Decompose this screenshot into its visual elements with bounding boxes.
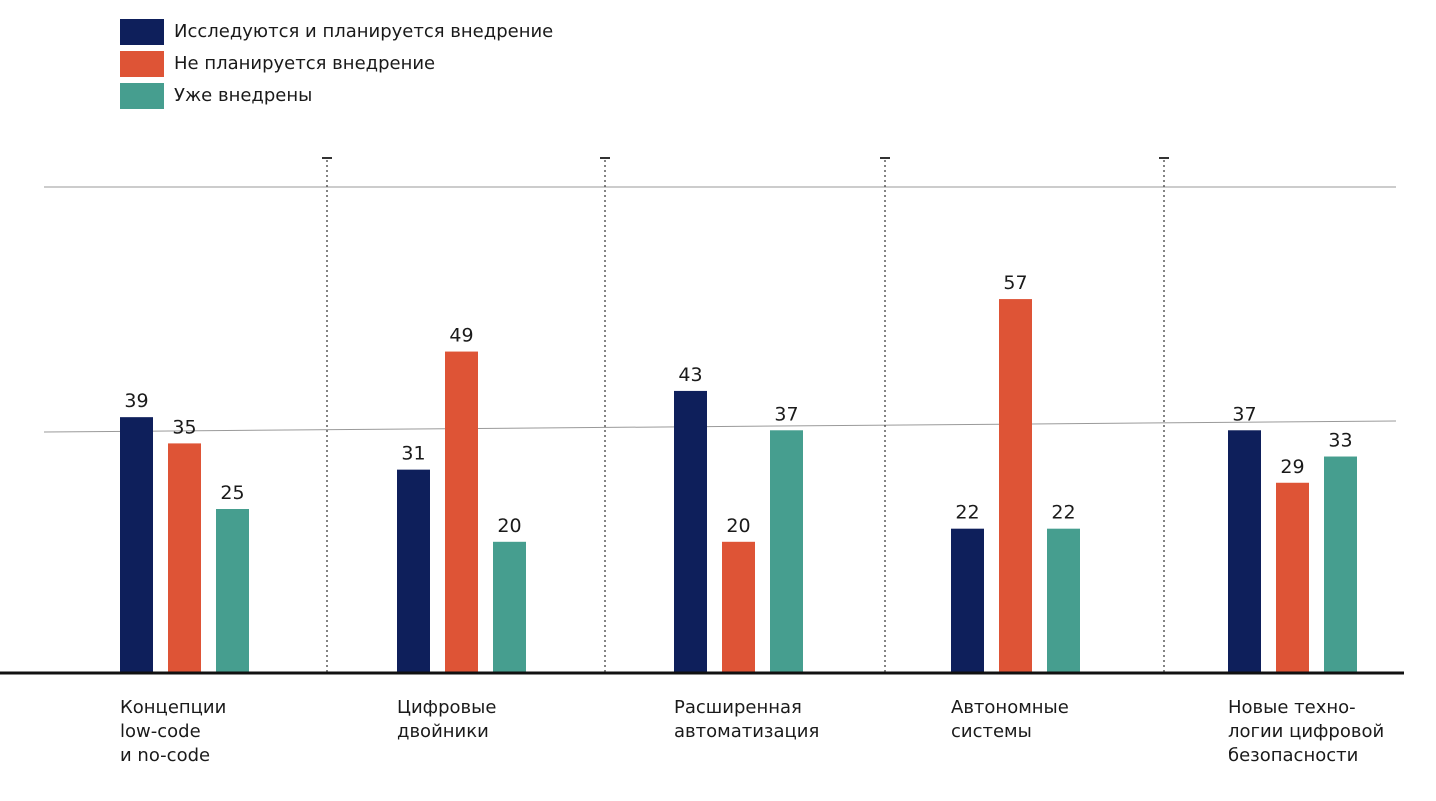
value-label: 29 (1280, 456, 1304, 478)
category-label: Новые техно- логии цифровой безопасности (1228, 697, 1385, 766)
legend-item: Исследуются и планируется внедрение (120, 16, 553, 48)
bar (168, 443, 201, 673)
bar (1047, 528, 1080, 673)
value-label: 39 (124, 390, 148, 412)
bar (951, 528, 984, 673)
bar (999, 299, 1032, 673)
value-label: 57 (1003, 272, 1027, 294)
bar (1324, 456, 1357, 673)
bar (770, 430, 803, 673)
legend-swatch-series-1 (120, 19, 164, 45)
category-separators (322, 157, 1169, 673)
legend: Исследуются и планируется внедрение Не п… (120, 16, 553, 112)
legend-label-series-1: Исследуются и планируется внедрение (174, 21, 554, 42)
bars (120, 299, 1357, 673)
legend-swatch-series-2 (120, 51, 164, 77)
value-label: 49 (449, 325, 473, 347)
value-label: 37 (774, 403, 798, 425)
value-labels: 39 35 25 31 49 20 43 20 37 22 57 22 37 29 33 (124, 272, 1352, 537)
bar (397, 469, 430, 673)
bar (1228, 430, 1261, 673)
value-label: 25 (220, 482, 244, 504)
value-label: 22 (1051, 502, 1075, 524)
bar (722, 541, 755, 673)
legend-item: Не планируется внедрение (120, 48, 553, 80)
value-label: 20 (497, 515, 521, 537)
bar (674, 390, 707, 673)
bar (120, 417, 153, 673)
legend-label-series-3: Уже внедрены (174, 85, 313, 106)
bar (445, 351, 478, 673)
value-label: 22 (955, 502, 979, 524)
category-label: Расширенная автоматизация (674, 697, 820, 742)
category-label: Автономные системы (951, 697, 1069, 742)
category-label: Цифровые двойники (397, 697, 497, 742)
legend-label-series-2: Не планируется внедрение (174, 53, 436, 74)
value-label: 35 (172, 416, 196, 438)
gridline-middle (43, 420, 1397, 433)
legend-swatch-series-3 (120, 83, 164, 109)
value-label: 43 (678, 364, 702, 386)
legend-item: Уже внедрены (120, 80, 553, 112)
value-label: 37 (1232, 403, 1256, 425)
bar (493, 541, 526, 673)
value-label: 33 (1328, 430, 1352, 452)
bar (1276, 482, 1309, 673)
bar (216, 509, 249, 673)
category-label: Концепции low-code и no-code (120, 697, 227, 766)
value-label: 31 (401, 443, 425, 465)
value-label: 20 (726, 515, 750, 537)
